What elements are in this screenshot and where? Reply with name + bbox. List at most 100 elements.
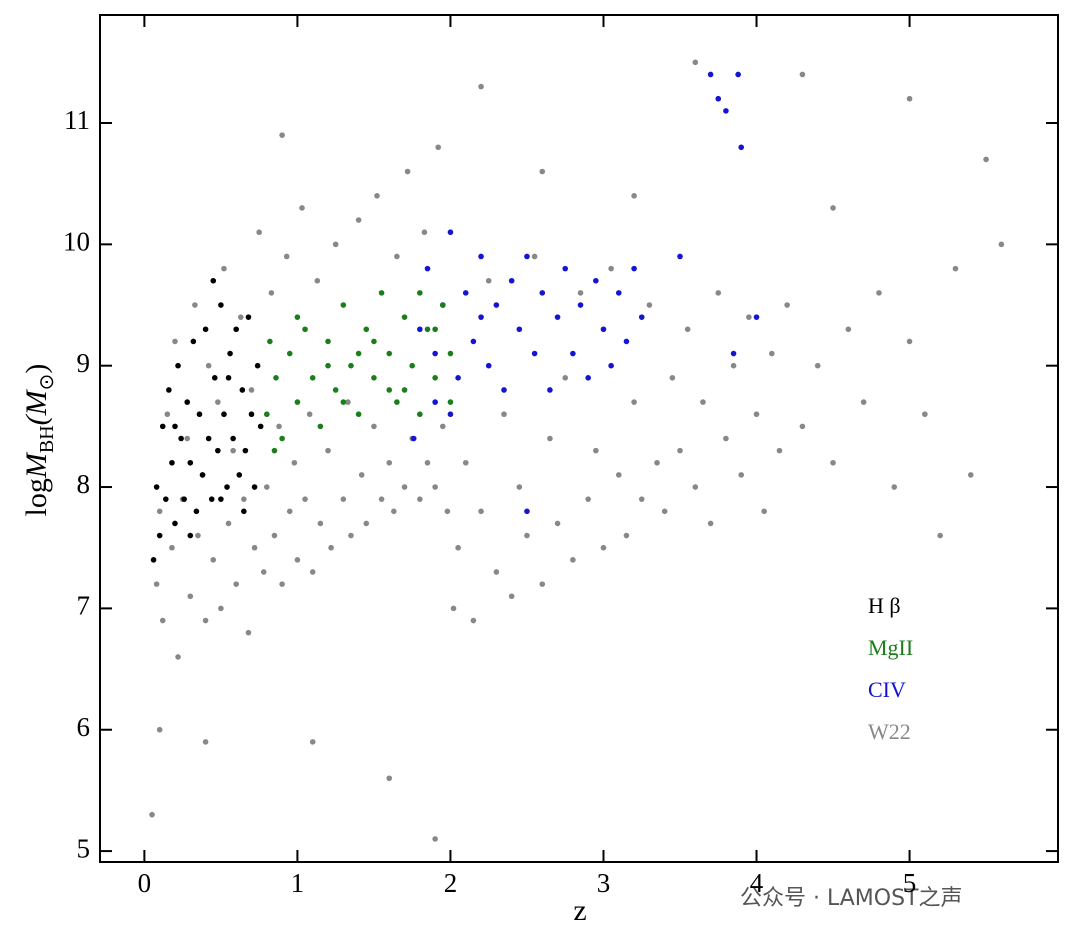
point: [242, 447, 249, 454]
legend-entry: MgII: [868, 635, 913, 660]
point: [983, 156, 989, 163]
point: [294, 557, 301, 563]
point: [251, 544, 258, 551]
point: [227, 350, 233, 357]
legend-entry: H β: [868, 593, 901, 618]
point: [218, 302, 224, 308]
point: [241, 508, 247, 515]
point: [224, 484, 230, 490]
point: [348, 362, 354, 369]
point: [524, 508, 530, 515]
point: [276, 423, 282, 430]
point: [294, 399, 301, 405]
watermark: 公众号 · LAMOST之声: [740, 886, 963, 911]
point: [684, 326, 691, 333]
point: [547, 387, 553, 393]
point: [271, 447, 278, 454]
point: [661, 508, 668, 515]
point: [417, 411, 423, 418]
point: [193, 508, 200, 515]
point: [715, 290, 722, 296]
point: [251, 484, 258, 490]
point: [738, 144, 745, 151]
point: [539, 290, 546, 296]
point: [539, 168, 546, 175]
point: [547, 435, 553, 442]
point: [196, 411, 203, 418]
point: [218, 496, 224, 502]
point: [309, 375, 316, 381]
point: [593, 277, 599, 284]
point: [202, 739, 209, 745]
point: [163, 496, 169, 502]
point: [394, 253, 400, 260]
x-tick-label: 1: [291, 868, 305, 898]
point: [187, 459, 194, 466]
point: [178, 435, 184, 442]
point: [485, 362, 492, 369]
point: [332, 241, 339, 248]
point: [814, 362, 821, 369]
point: [450, 605, 457, 612]
point: [470, 617, 477, 624]
point: [761, 508, 767, 515]
point: [175, 654, 181, 660]
point: [455, 375, 461, 381]
point: [707, 71, 714, 78]
point: [371, 423, 377, 430]
point: [268, 290, 275, 296]
point: [577, 302, 584, 308]
point: [906, 338, 913, 345]
point: [386, 350, 393, 357]
point: [462, 290, 469, 296]
point: [257, 423, 264, 430]
point: [317, 520, 324, 527]
point: [600, 326, 607, 333]
point: [730, 350, 737, 357]
y-label-part: BH: [36, 425, 58, 453]
point: [371, 338, 377, 345]
y-axis-label: logMBH(M⊙): [20, 364, 58, 517]
point: [417, 290, 423, 296]
point: [202, 326, 209, 333]
y-tick-label: 7: [77, 591, 91, 621]
point: [195, 532, 201, 539]
point: [239, 387, 246, 393]
point: [952, 265, 959, 272]
point: [340, 399, 347, 405]
point: [159, 617, 166, 624]
x-tick-label: 5: [903, 868, 917, 898]
point: [623, 532, 630, 539]
point: [286, 350, 293, 357]
point: [404, 168, 411, 175]
point: [746, 314, 752, 320]
point: [723, 108, 729, 114]
point: [508, 277, 515, 284]
point: [153, 581, 160, 587]
point: [539, 581, 546, 587]
point: [421, 229, 428, 236]
point: [677, 253, 683, 260]
point: [264, 484, 270, 490]
y-label-part: log: [20, 478, 53, 516]
point: [363, 520, 370, 527]
point: [447, 229, 454, 236]
point: [439, 302, 446, 308]
point: [692, 484, 699, 490]
point: [424, 326, 431, 333]
point: [493, 302, 500, 308]
y-tick-label: 10: [63, 227, 90, 257]
point: [371, 375, 377, 381]
point: [470, 338, 477, 345]
point: [707, 520, 714, 527]
point: [432, 399, 438, 405]
point: [256, 229, 262, 236]
point: [432, 350, 438, 357]
y-label-part: (M: [20, 388, 53, 425]
point: [906, 95, 913, 102]
point: [332, 387, 339, 393]
y-label-part: ): [20, 364, 53, 374]
point: [233, 326, 240, 333]
point: [577, 290, 584, 296]
point: [363, 326, 370, 333]
